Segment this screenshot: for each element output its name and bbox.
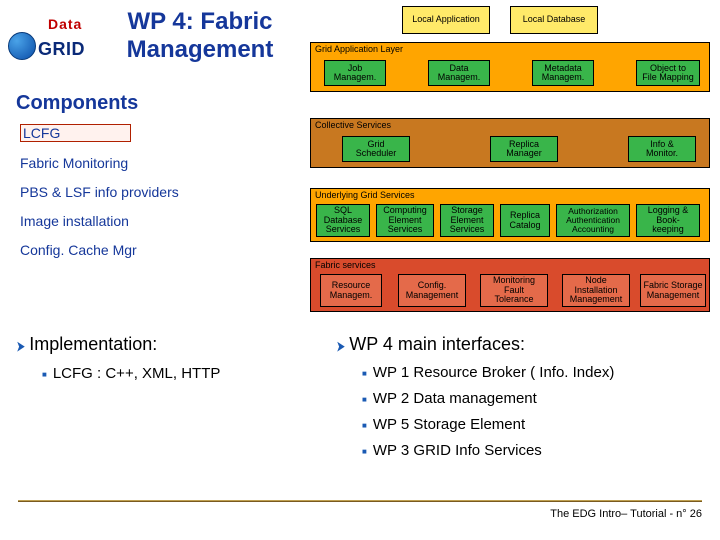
layer-grid-app-label: Grid Application Layer (315, 44, 403, 54)
components-list: LCFG Fabric Monitoring PBS & LSF info pr… (20, 124, 179, 271)
box-obj: Object toFile Mapping (636, 60, 700, 86)
box-sched: GridScheduler (342, 136, 410, 162)
box-meta: MetadataManagem. (532, 60, 594, 86)
logo-globe (8, 32, 36, 60)
comp-lcfg: LCFG (20, 124, 179, 142)
box-mon: MonitoringFaultTolerance (480, 274, 548, 307)
box-replica: ReplicaManager (490, 136, 558, 162)
box-conf: Config.Management (398, 274, 466, 307)
box-store: StorageElementServices (440, 204, 494, 237)
arrow-icon: ➤ (16, 337, 25, 355)
impl-heading: ➤Implementation: (16, 334, 220, 355)
layer-fabric-label: Fabric services (315, 260, 376, 270)
box-log: Logging &Book-keeping (636, 204, 700, 237)
square-bullet-icon: ■ (362, 447, 367, 456)
square-bullet-icon: ■ (362, 369, 367, 378)
box-auth: AuthorizationAuthenticationAccounting (556, 204, 630, 237)
comp-fabric: Fabric Monitoring (20, 155, 179, 171)
impl-item: ■LCFG : C++, XML, HTTP (42, 365, 220, 382)
box-res: ResourceManagem. (320, 274, 382, 307)
box-sql: SQLDatabaseServices (316, 204, 370, 237)
square-bullet-icon: ■ (362, 421, 367, 430)
main-item-a: ■WP 1 Resource Broker ( Info. Index) (362, 364, 614, 381)
impl-block: ➤Implementation: ■LCFG : C++, XML, HTTP (16, 334, 220, 382)
arrow-icon: ➤ (336, 337, 345, 355)
box-node: NodeInstallationManagement (562, 274, 630, 307)
logo-grid: GRID (8, 32, 85, 60)
main-item-d: ■WP 3 GRID Info Services (362, 442, 614, 459)
datagrid-logo: Data GRID (8, 18, 100, 64)
box-local-app: Local Application (402, 6, 490, 34)
logo-top-text: Data (48, 16, 82, 32)
box-comp: ComputingElementServices (376, 204, 434, 237)
box-repcat: ReplicaCatalog (500, 204, 550, 237)
box-fab: Fabric StorageManagement (640, 274, 706, 307)
box-local-db: Local Database (510, 6, 598, 34)
logo-text: GRID (38, 39, 85, 60)
comp-image: Image installation (20, 213, 179, 229)
layer-underlying-label: Underlying Grid Services (315, 190, 415, 200)
main-heading: ➤WP 4 main interfaces: (336, 334, 614, 355)
page-title: WP 4: Fabric Management (110, 8, 290, 63)
comp-pbs: PBS & LSF info providers (20, 184, 179, 200)
main-block: ➤WP 4 main interfaces: ■WP 1 Resource Br… (336, 334, 614, 459)
layer-collective-label: Collective Services (315, 120, 391, 130)
footer-text: The EDG Intro– Tutorial - n° 26 (550, 508, 702, 520)
square-bullet-icon: ■ (42, 370, 47, 379)
box-info: Info &Monitor. (628, 136, 696, 162)
box-job: JobManagem. (324, 60, 386, 86)
box-data: DataManagem. (428, 60, 490, 86)
comp-cache: Config. Cache Mgr (20, 242, 179, 258)
main-item-b: ■WP 2 Data management (362, 390, 614, 407)
components-heading: Components (16, 92, 138, 115)
square-bullet-icon: ■ (362, 395, 367, 404)
footer-rule (18, 500, 702, 502)
main-item-c: ■WP 5 Storage Element (362, 416, 614, 433)
